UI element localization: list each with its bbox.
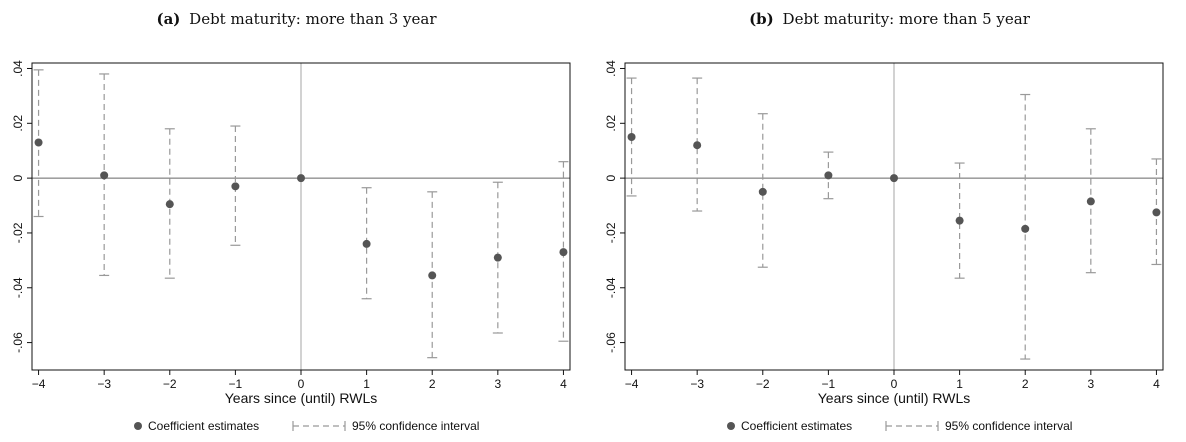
panel-b-plot: .04 .02 0 -.02 -.04 -.06 −4 −3 −2 −1 0 1 2 3 4 Years si… [604,60,1164,433]
y-tick-label: .02 [604,115,618,132]
coefficient-point [1086,197,1095,206]
y-tick-label: -.02 [604,222,618,243]
panel-b-caption: (b) Debt maturity: more than 5 year [593,10,1186,28]
x-tick-label: 0 [298,377,305,391]
y-tick-label: .04 [11,60,25,77]
y-tick-label: 0 [604,174,618,181]
y-tick-label: -.04 [11,277,25,298]
x-tick-label: 3 [1087,377,1094,391]
legend-label-ci: 95% confidence interval [945,419,1072,433]
chart-panel-a: (a) Debt maturity: more than 3 year .04.… [0,10,593,433]
panel-a-label: (a) [156,10,181,28]
x-tick-label: 2 [1022,377,1029,391]
panel-a-plot: .04 .02 0 -.02 -.04 -.06 −4 −3 −2 −1 0 1 2 3 4 Years si… [11,60,571,433]
x-tick-label: −2 [756,377,770,391]
x-tick-label: −1 [822,377,836,391]
x-tick-label: 1 [363,377,370,391]
y-tick-label: -.04 [604,277,618,298]
coefficient-point [34,138,43,147]
x-tick-label: −4 [32,377,46,391]
coefficient-point [693,141,702,150]
coefficient-point [297,174,305,183]
panel-b-label: (b) [749,10,774,28]
coefficient-point [955,216,964,225]
panel-b-title: Debt maturity: more than 5 year [782,10,1030,28]
x-tick-label: 1 [956,377,963,391]
x-tick-label: −2 [163,377,177,391]
x-axis-title: Years since (until) RWLs [225,390,378,406]
y-tick-label: 0 [11,174,25,181]
coefficient-point [627,133,636,142]
x-tick-label: −1 [229,377,243,391]
x-axis-title: Years since (until) RWLs [818,390,971,406]
y-tick-label: .04 [604,60,618,77]
coefficient-point [362,239,371,248]
legend-point-marker [727,422,735,430]
legend-label-ci: 95% confidence interval [352,419,479,433]
x-tick-label: 3 [494,377,501,391]
coefficient-point [758,187,767,196]
coefficient-point [428,271,437,280]
y-tick-label: -.06 [11,332,25,353]
x-tick-label: 0 [891,377,898,391]
coefficient-point [559,248,568,257]
y-tick-label: .02 [11,115,25,132]
x-tick-label: −4 [625,377,639,391]
y-tick-label: -.06 [604,332,618,353]
coefficient-point [1152,208,1161,217]
coefficient-point [493,253,502,262]
legend-label-estimates: Coefficient estimates [741,419,852,433]
x-tick-label: 4 [560,377,567,391]
x-tick-label: 2 [429,377,436,391]
panel-a-title: Debt maturity: more than 3 year [189,10,437,28]
x-tick-label: −3 [690,377,704,391]
legend-label-estimates: Coefficient estimates [148,419,259,433]
coefficient-point [1021,224,1030,233]
chart-panel-b: (b) Debt maturity: more than 5 year .04.… [593,0,1186,442]
x-tick-label: −3 [97,377,111,391]
coefficient-point [165,200,174,209]
coefficient-point [824,171,833,180]
x-tick-label: 4 [1153,377,1160,391]
y-tick-label: -.02 [11,222,25,243]
coefficient-point [100,171,109,180]
coefficient-point [231,182,240,191]
panel-a-caption: (a) Debt maturity: more than 3 year [0,10,593,28]
legend-point-marker [134,422,142,430]
coefficient-point [890,174,898,183]
